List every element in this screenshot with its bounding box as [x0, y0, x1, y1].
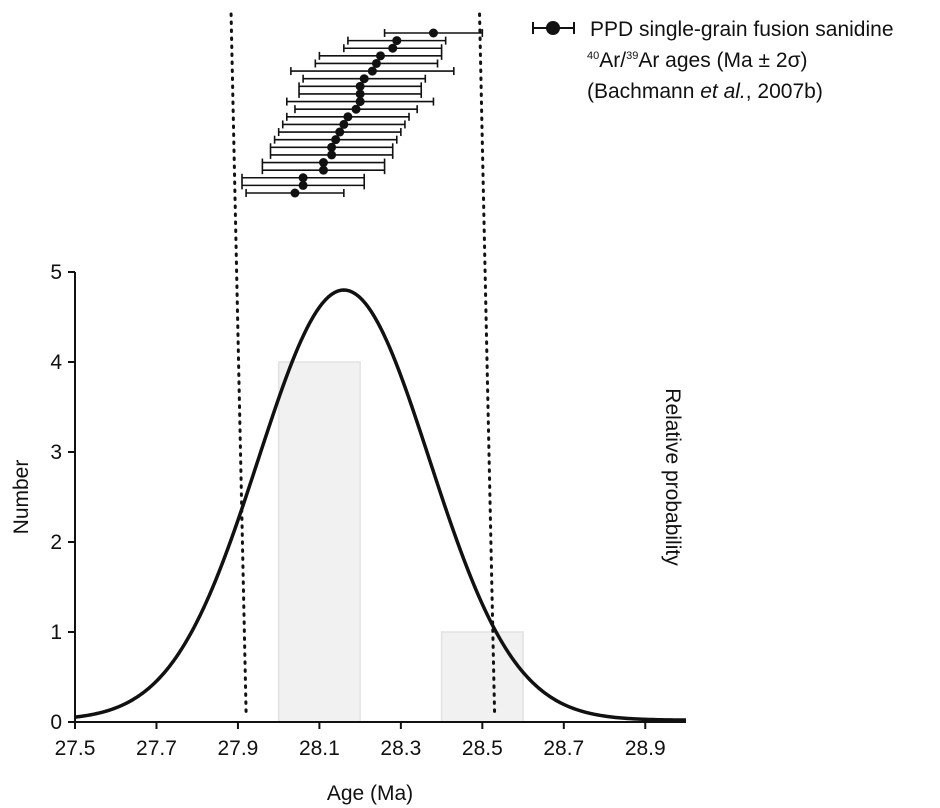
grain-age-point-21 — [290, 188, 300, 198]
legend-sup-39: 39 — [626, 50, 638, 62]
x-tick-label-2: 27.9 — [217, 737, 258, 760]
grain-age-point-9 — [355, 97, 365, 107]
x-tick-label-3: 28.1 — [299, 737, 340, 760]
grain-age-point-17 — [318, 158, 328, 168]
grain-age-point-6 — [359, 74, 369, 84]
x-tick-label-4: 28.3 — [380, 737, 421, 760]
probability-curve — [74, 288, 687, 722]
legend: PPD single-grain fusion sanidine 40Ar/39… — [532, 18, 894, 103]
y2-axis-title: Relative probability — [661, 388, 684, 566]
grain-age-point-3 — [376, 51, 385, 61]
x-tick-label-6: 28.7 — [543, 737, 584, 760]
reference-line-0 — [229, 12, 248, 714]
grain-age-point-15 — [327, 142, 337, 152]
grain-age-point-14 — [331, 135, 341, 145]
legend-symbol — [532, 21, 575, 35]
legend-line2: 40Ar/39Ar ages (Ma ± 2σ) — [587, 49, 808, 72]
legend-line3: (Bachmann et al., 2007b) — [587, 80, 823, 103]
histogram-bars — [277, 361, 524, 723]
x-tick-label-5: 28.5 — [462, 737, 503, 760]
grain-age-point-11 — [343, 112, 353, 122]
grain-age-point-19 — [298, 173, 308, 183]
x-tick-label-7: 28.9 — [625, 737, 666, 760]
grain-age-point-13 — [335, 127, 345, 137]
histogram-bar-1 — [440, 631, 524, 723]
grain-age-point-0 — [428, 28, 438, 38]
grain-age-point-2 — [388, 43, 398, 53]
grain-age-point-18 — [318, 165, 328, 175]
y-axis-ticks: 0 1 2 3 4 5 — [50, 261, 75, 734]
grain-age-point-8 — [355, 89, 365, 99]
legend-citation-italic: et al. — [700, 80, 746, 103]
histogram-bar-0 — [277, 361, 361, 723]
y-tick-label-1: 1 — [50, 621, 62, 644]
legend-citation-pre: (Bachmann — [587, 80, 700, 103]
legend-ar-slash: Ar/ — [599, 49, 626, 72]
y-tick-label-0: 0 — [50, 711, 62, 734]
grain-age-point-4 — [371, 58, 381, 68]
y-tick-label-3: 3 — [50, 441, 62, 464]
reference-line-1 — [478, 12, 497, 714]
x-tick-label-0: 27.5 — [55, 737, 96, 760]
x-tick-label-1: 27.7 — [136, 737, 177, 760]
y-axis-title: Number — [10, 460, 33, 535]
x-axis-title: Age (Ma) — [327, 782, 413, 805]
y-tick-label-4: 4 — [50, 351, 62, 374]
y-tick-label-5: 5 — [50, 261, 62, 284]
grain-age-point-5 — [367, 66, 377, 76]
legend-sup-40: 40 — [587, 50, 599, 62]
grain-age-point-12 — [339, 119, 349, 129]
legend-line1: PPD single-grain fusion sanidine — [590, 18, 894, 41]
legend-ar-ages: Ar ages (Ma ± 2σ) — [638, 49, 807, 72]
grain-age-point-20 — [298, 180, 308, 190]
x-axis-ticks: 27.5 27.7 27.9 28.1 28.3 28.5 28.7 28.9 — [55, 722, 666, 760]
reference-lines — [229, 12, 497, 714]
legend-citation-post: , 2007b) — [746, 80, 823, 103]
grain-age-point-1 — [392, 36, 402, 46]
single-grain-ages — [241, 28, 484, 198]
grain-age-point-7 — [355, 81, 365, 91]
y-tick-label-2: 2 — [50, 531, 62, 554]
grain-age-point-16 — [327, 150, 337, 160]
grain-age-point-10 — [351, 104, 361, 114]
